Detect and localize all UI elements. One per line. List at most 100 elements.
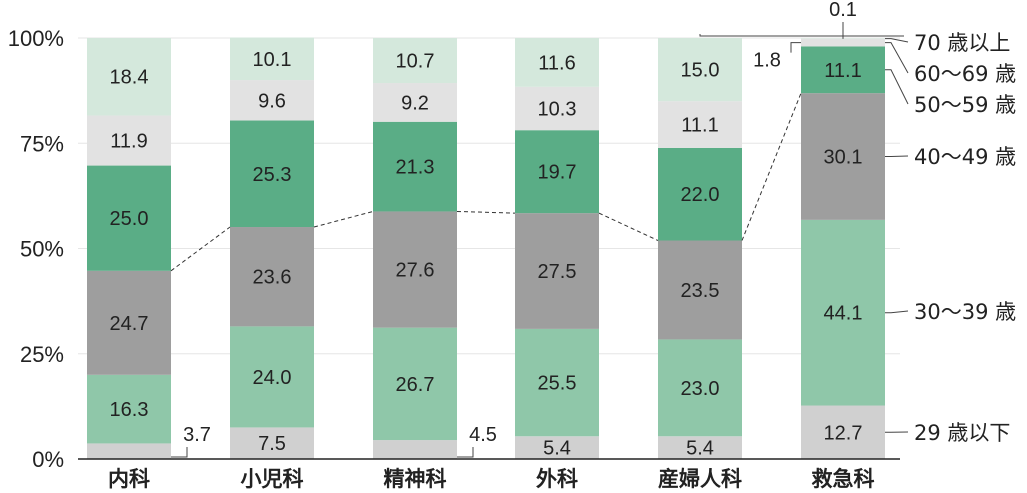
- category-label: 内科: [108, 467, 150, 491]
- data-label: 16.3: [110, 399, 149, 421]
- divider-segment: [313, 210, 374, 228]
- bar-segment: [230, 427, 314, 459]
- data-label: 22.0: [681, 184, 720, 206]
- bar-segment: [373, 121, 457, 212]
- y-tick-label: 25%: [20, 342, 64, 367]
- data-label: 21.3: [396, 157, 435, 179]
- x-axis: 内科 小児科 精神科 外科 産婦人科 救急科: [78, 458, 900, 491]
- data-label: 7.5: [258, 433, 286, 455]
- bar-segment: [515, 86, 599, 131]
- legend-label: 50〜59 歳: [914, 93, 1016, 117]
- bar-segment: [515, 38, 599, 87]
- data-label: 23.5: [681, 280, 720, 302]
- bar-segment: [373, 83, 457, 122]
- divider-segment: [170, 226, 231, 272]
- callout-leader: [457, 447, 474, 458]
- data-label: 24.0: [253, 367, 292, 389]
- bar-segment: [801, 46, 885, 94]
- callout-leader: [171, 447, 188, 458]
- gridlines: [78, 37, 900, 355]
- legend-label: 70 歳以上: [914, 31, 1010, 55]
- data-label: 11.6: [538, 52, 575, 74]
- data-label: 30.1: [824, 147, 863, 169]
- data-label: 24.7: [110, 313, 149, 335]
- bar-segment: [87, 38, 171, 116]
- legend: 29 歳以下 30〜39 歳 40〜49 歳 50〜59 歳 60〜69 歳 70 歳以上: [699, 31, 1016, 445]
- bar-segment: [230, 80, 314, 121]
- category-label: 救急科: [812, 467, 875, 491]
- legend-leader: [885, 69, 909, 105]
- bar-segment: [373, 38, 457, 84]
- data-label: 19.7: [538, 162, 577, 184]
- data-label: 9.2: [401, 92, 429, 114]
- value-labels: 16.3 24.7 25.0 11.9 18.4 7.5 24.0 23.6 25.3 9.6 10…: [110, 49, 863, 460]
- bar-segment: [87, 165, 171, 271]
- bar-segment: [515, 213, 599, 329]
- bar-segment: [801, 38, 885, 47]
- bar-segment: [658, 101, 742, 148]
- legend-leader: [885, 42, 909, 74]
- bar-segment: [87, 443, 171, 459]
- divider-line: [170, 92, 802, 272]
- data-label: 15.0: [681, 60, 720, 82]
- divider-segment: [456, 210, 516, 214]
- bars: [87, 37, 885, 459]
- data-label: 26.7: [396, 374, 435, 396]
- data-label: 27.5: [538, 261, 577, 283]
- callout-leader: [790, 42, 801, 53]
- y-axis: 0% 25% 50% 75% 100%: [8, 26, 64, 472]
- divider-segment: [598, 212, 659, 241]
- legend-label: 60〜69 歳: [914, 62, 1016, 86]
- bar-segment: [87, 270, 171, 375]
- data-label: 44.1: [824, 303, 863, 325]
- divider-segment: [741, 92, 802, 241]
- bar-segment: [373, 327, 457, 441]
- bar-segment: [515, 328, 599, 437]
- bar-segment: [801, 405, 885, 459]
- category-label: 小児科: [241, 467, 304, 491]
- data-label: 10.3: [538, 99, 577, 121]
- data-label: 10.1: [253, 49, 292, 71]
- legend-label: 30〜39 歳: [914, 300, 1016, 324]
- bar-segment: [801, 93, 885, 220]
- category-label: 外科: [536, 467, 578, 491]
- data-label: 25.5: [538, 373, 577, 395]
- data-label: 25.0: [110, 208, 149, 230]
- data-label: 25.3: [253, 164, 292, 186]
- data-label: 10.7: [396, 51, 435, 73]
- y-tick-label: 50%: [20, 237, 64, 262]
- bar-segment: [87, 374, 171, 444]
- data-label: 12.7: [824, 422, 863, 444]
- legend-leader: [885, 310, 909, 314]
- data-label: 23.6: [253, 267, 292, 289]
- bar-segment: [373, 211, 457, 328]
- bar-segment: [658, 38, 742, 102]
- callout-label: 0.1: [829, 0, 857, 21]
- callout-label: 3.7: [183, 424, 211, 446]
- data-label: 5.4: [686, 438, 714, 460]
- bar-segment: [658, 147, 742, 241]
- category-label: 精神科: [384, 467, 447, 491]
- data-label: 18.4: [110, 67, 149, 89]
- bar-segment: [230, 227, 314, 327]
- bar-segment: [801, 219, 885, 406]
- category-label: 産婦人科: [658, 467, 742, 491]
- bar-segment: [230, 120, 314, 228]
- y-tick-label: 100%: [8, 26, 64, 51]
- bar-segment: [515, 130, 599, 214]
- bar-segment: [373, 440, 457, 459]
- data-label: 9.6: [258, 90, 286, 112]
- data-label: 11.1: [824, 60, 861, 82]
- legend-label: 29 歳以下: [914, 421, 1010, 445]
- bar-segment: [87, 115, 171, 166]
- bar-segment: [658, 436, 742, 459]
- legend-label: 40〜49 歳: [914, 145, 1016, 169]
- callouts: 3.7 4.5 1.8 0.1: [171, 0, 857, 458]
- bar-segment: [515, 436, 599, 459]
- bar-segment: [658, 240, 742, 340]
- legend-leader: [885, 38, 909, 43]
- y-tick-label: 0%: [32, 447, 64, 472]
- data-label: 23.0: [681, 378, 720, 400]
- callout-label: 4.5: [469, 424, 497, 446]
- data-label: 27.6: [396, 260, 435, 282]
